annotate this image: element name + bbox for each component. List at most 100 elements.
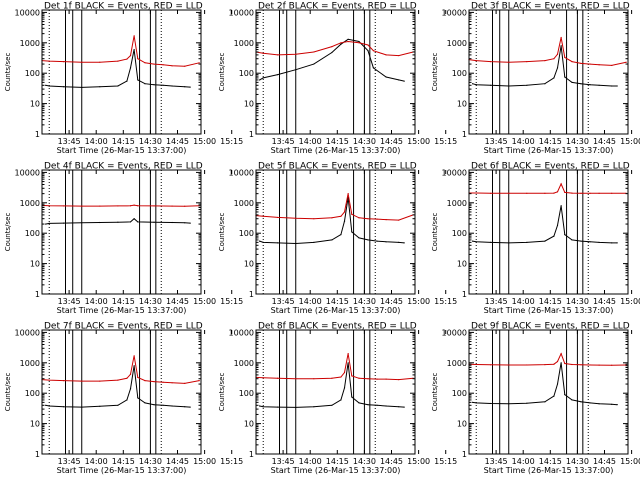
plot-frame [468,329,629,455]
data-point-events [398,241,400,243]
data-point-lld [560,183,562,185]
data-point-events [162,404,164,406]
data-point-lld [544,364,546,366]
data-point-events [526,84,528,86]
data-point-events [376,404,378,406]
data-point-events [526,241,528,243]
x-tick-label: 14:30 [139,297,162,306]
x-tick-label: 13:45 [272,297,295,306]
panel-4: Det 4f BLACK = Events, RED = LLD 13:45 14:… [4,162,243,316]
panel-title: Det 8f BLACK = Events, RED = LLD [258,322,417,332]
x-tick-label: 15:15 [434,297,457,306]
panel-title: Det 6f BLACK = Events, RED = LLD [471,162,630,172]
x-tick-label: 15:00 [193,457,216,466]
data-point-events [259,240,261,242]
plot-frame [41,329,202,455]
data-point-events [589,402,591,404]
data-point-lld [560,36,562,39]
data-point-lld [367,218,369,220]
data-point-lld [611,364,613,366]
data-point-lld [171,382,173,384]
data-point-events [171,405,173,407]
panel-title: Det 3f BLACK = Events, RED = LLD [471,2,630,12]
data-point-lld [137,58,139,60]
x-tick-label: 14:30 [566,137,589,146]
data-point-events [99,86,101,88]
data-point-events [589,241,591,243]
y-tick-label: 1000 [447,359,467,368]
data-point-lld [144,62,146,64]
data-point-events [137,79,139,81]
data-point-events [358,40,360,43]
data-point-lld [598,192,600,194]
data-point-events [571,399,573,401]
data-point-lld [589,364,591,366]
data-point-events [616,404,618,406]
data-point-events [277,406,279,408]
x-tick-label: 14:30 [139,137,162,146]
data-point-lld [398,219,400,221]
y-tick-label: 10 [30,260,40,269]
data-point-events [560,205,562,207]
data-point-events [544,240,546,242]
data-point-events [189,222,191,224]
data-point-lld [184,205,186,207]
x-tick-label: 14:00 [299,297,322,306]
data-point-lld [133,204,135,206]
x-tick-label: 14:45 [593,297,616,306]
y-tick-label: 10 [457,260,467,269]
data-point-lld [490,61,492,63]
data-point-lld [99,61,101,63]
data-point-lld [144,379,146,382]
data-point-events [598,403,600,405]
data-point-events [171,221,173,224]
data-point-events [137,221,139,223]
data-point-lld [331,377,333,379]
data-point-lld [313,51,315,53]
y-tick-label: 10 [30,420,40,429]
x-tick-label: 13:45 [272,457,295,466]
y-tick-label: 1 [35,450,40,459]
data-point-events [472,401,474,403]
data-point-lld [580,192,582,194]
series-line-events [472,205,618,244]
x-axis-label: Start Time (26-Mar-15 13:37:00) [57,306,187,315]
x-tick-label: 14:45 [380,137,403,146]
data-point-lld [63,205,65,207]
y-tick-label: 100 [239,389,254,398]
data-point-events [490,84,492,86]
data-point-events [137,397,139,399]
x-tick-label: 15:00 [193,297,216,306]
x-tick-label: 14:00 [85,457,108,466]
x-tick-label: 14:45 [166,137,189,146]
data-point-events [313,63,315,65]
y-tick-label: 1000 [447,199,467,208]
data-point-lld [475,192,477,194]
plot-frame [468,9,629,135]
y-tick-label: 10 [30,100,40,109]
data-point-events [99,405,101,407]
data-point-events [347,362,349,364]
y-tick-label: 1000 [234,199,254,208]
data-point-events [144,402,146,404]
data-point-lld [313,378,315,380]
x-tick-label: 13:45 [485,297,508,306]
x-tick-label: 13:45 [58,297,81,306]
data-point-events [277,242,279,244]
data-point-lld [589,192,591,194]
data-point-lld [571,192,573,194]
data-point-lld [580,364,582,366]
data-point-lld [358,217,360,219]
y-tick-label: 10000 [229,328,254,337]
data-point-lld [385,54,387,56]
data-point-events [571,239,573,241]
data-point-lld [63,379,65,382]
x-tick-label: 15:00 [620,457,640,466]
data-point-events [262,406,264,408]
series-line-events [45,49,191,88]
y-tick-label: 10 [457,420,467,429]
data-point-events [556,224,559,227]
y-axis-label: Counts/sec [4,53,12,92]
data-point-lld [126,58,128,60]
